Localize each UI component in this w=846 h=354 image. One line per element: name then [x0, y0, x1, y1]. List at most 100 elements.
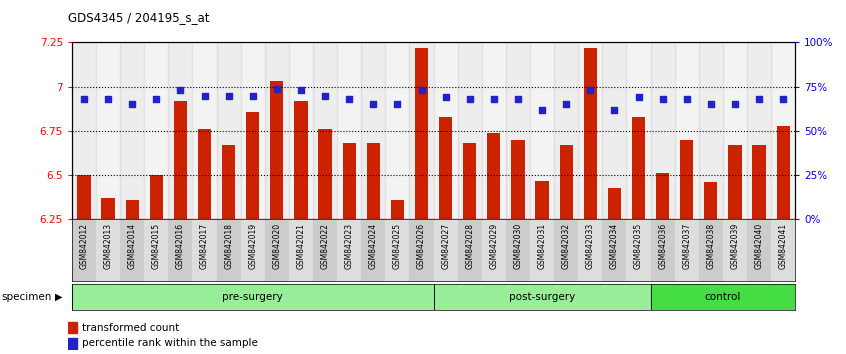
- Bar: [602, 219, 626, 281]
- Text: GSM842038: GSM842038: [706, 223, 716, 269]
- Point: [246, 93, 260, 98]
- Bar: [96, 219, 120, 281]
- Bar: [530, 42, 554, 219]
- Bar: [409, 219, 433, 281]
- Text: GSM842014: GSM842014: [128, 223, 137, 269]
- Text: GSM842021: GSM842021: [296, 223, 305, 269]
- Text: GSM842023: GSM842023: [344, 223, 354, 269]
- Text: GSM842022: GSM842022: [321, 223, 330, 269]
- Bar: [288, 42, 313, 219]
- Text: GSM842033: GSM842033: [585, 223, 595, 269]
- Point: [270, 86, 283, 91]
- Point: [728, 102, 742, 107]
- Bar: [722, 42, 747, 219]
- Bar: [385, 42, 409, 219]
- Bar: [337, 219, 361, 281]
- Bar: [168, 219, 192, 281]
- Bar: [72, 219, 96, 281]
- Point: [439, 95, 453, 100]
- Bar: [777, 126, 790, 219]
- Bar: [125, 200, 139, 219]
- Bar: [318, 129, 332, 219]
- Bar: [72, 284, 433, 310]
- Text: GSM842024: GSM842024: [369, 223, 378, 269]
- Text: GSM842013: GSM842013: [103, 223, 113, 269]
- Bar: [771, 42, 795, 219]
- Bar: [506, 42, 530, 219]
- Point: [294, 87, 308, 93]
- Bar: [747, 219, 771, 281]
- Text: GSM842027: GSM842027: [441, 223, 450, 269]
- Text: GSM842030: GSM842030: [514, 223, 523, 269]
- Point: [318, 93, 332, 98]
- Bar: [217, 42, 240, 219]
- Bar: [699, 42, 722, 219]
- Bar: [439, 117, 453, 219]
- Point: [343, 96, 356, 102]
- Text: GSM842025: GSM842025: [393, 223, 402, 269]
- Point: [487, 96, 501, 102]
- Point: [415, 87, 428, 93]
- Bar: [578, 219, 602, 281]
- Text: GSM842035: GSM842035: [634, 223, 643, 269]
- Bar: [198, 129, 212, 219]
- Bar: [752, 145, 766, 219]
- Point: [536, 107, 549, 113]
- Text: control: control: [705, 292, 741, 302]
- Point: [366, 102, 380, 107]
- Bar: [458, 219, 481, 281]
- Bar: [173, 101, 187, 219]
- Bar: [680, 140, 694, 219]
- Bar: [144, 42, 168, 219]
- Text: percentile rank within the sample: percentile rank within the sample: [82, 338, 258, 348]
- Bar: [240, 219, 265, 281]
- Point: [704, 102, 717, 107]
- Bar: [481, 42, 506, 219]
- Point: [656, 96, 669, 102]
- Text: GSM842026: GSM842026: [417, 223, 426, 269]
- Point: [559, 102, 573, 107]
- Bar: [559, 145, 573, 219]
- Bar: [68, 322, 77, 333]
- Text: GSM842031: GSM842031: [537, 223, 547, 269]
- Bar: [270, 81, 283, 219]
- Bar: [511, 140, 525, 219]
- Point: [752, 96, 766, 102]
- Bar: [313, 42, 337, 219]
- Bar: [481, 219, 506, 281]
- Bar: [728, 145, 742, 219]
- Bar: [458, 42, 481, 219]
- Bar: [674, 42, 699, 219]
- Text: GSM842037: GSM842037: [682, 223, 691, 269]
- Text: ▶: ▶: [55, 292, 63, 302]
- Bar: [265, 219, 288, 281]
- Bar: [366, 143, 380, 219]
- Point: [391, 102, 404, 107]
- Bar: [722, 219, 747, 281]
- Point: [198, 93, 212, 98]
- Text: transformed count: transformed count: [82, 322, 179, 332]
- Bar: [771, 219, 795, 281]
- Bar: [704, 182, 717, 219]
- Bar: [150, 175, 163, 219]
- Bar: [313, 219, 337, 281]
- Text: GSM842018: GSM842018: [224, 223, 233, 269]
- Text: GSM842019: GSM842019: [248, 223, 257, 269]
- Bar: [246, 112, 260, 219]
- Bar: [96, 42, 120, 219]
- Bar: [433, 219, 458, 281]
- Bar: [144, 219, 168, 281]
- Bar: [699, 219, 722, 281]
- Bar: [530, 219, 554, 281]
- Bar: [651, 219, 674, 281]
- Bar: [361, 219, 385, 281]
- Text: GSM842041: GSM842041: [778, 223, 788, 269]
- Text: GSM842040: GSM842040: [755, 223, 764, 269]
- Bar: [102, 198, 115, 219]
- Bar: [554, 42, 578, 219]
- Bar: [463, 143, 476, 219]
- Bar: [584, 48, 597, 219]
- Bar: [433, 42, 458, 219]
- Bar: [433, 284, 651, 310]
- Text: GSM842020: GSM842020: [272, 223, 282, 269]
